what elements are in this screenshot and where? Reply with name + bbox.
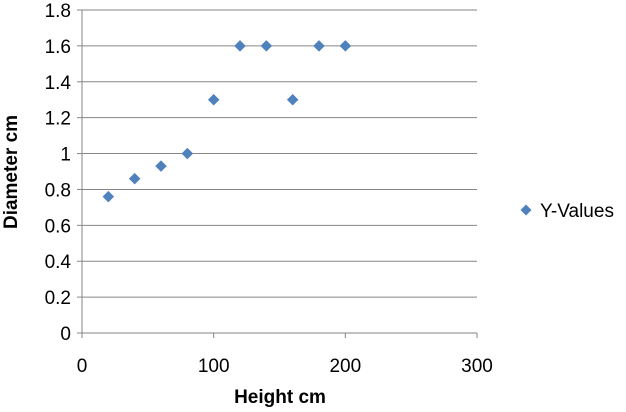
- x-tick-label: 100: [198, 356, 230, 377]
- data-point: [102, 190, 115, 203]
- y-tick-label: 0.6: [45, 216, 71, 237]
- x-axis-title: Height cm: [234, 387, 326, 408]
- x-tick-label: 0: [77, 356, 88, 377]
- axes: [77, 9, 478, 338]
- y-tick-label: 1.2: [45, 109, 71, 130]
- y-axis-title: Diameter cm: [1, 115, 22, 229]
- x-tick-labels: 0 100 200 300: [77, 356, 493, 377]
- data-point: [181, 147, 194, 160]
- grid-lines: [82, 9, 477, 298]
- y-tick-label: 0.4: [45, 252, 72, 273]
- y-tick-label: 1.8: [45, 1, 71, 22]
- data-point: [339, 40, 352, 52]
- y-tick-labels: 0 0.2 0.4 0.6 0.8 1 1.2 1.4 1.6 1.8: [45, 1, 72, 345]
- y-tick-label: 1.4: [45, 73, 72, 94]
- data-point: [207, 93, 220, 106]
- data-point: [313, 40, 325, 52]
- y-tick-label: 0: [60, 324, 71, 345]
- data-point: [260, 40, 273, 52]
- y-tick-label: 0.2: [45, 288, 71, 309]
- legend-label: Y-Values: [540, 201, 614, 222]
- y-tick-label: 1: [60, 145, 71, 166]
- legend-marker-diamond: [520, 204, 532, 216]
- data-point: [234, 40, 246, 52]
- data-points: [102, 40, 352, 203]
- legend: Y-Values: [520, 201, 614, 222]
- y-tick-label: 1.6: [45, 37, 71, 58]
- data-point: [128, 172, 141, 185]
- y-tick-label: 0.8: [45, 180, 71, 201]
- data-point: [286, 93, 299, 106]
- data-point: [155, 160, 167, 172]
- x-tick-label: 200: [329, 356, 361, 377]
- x-tick-label: 300: [461, 356, 493, 377]
